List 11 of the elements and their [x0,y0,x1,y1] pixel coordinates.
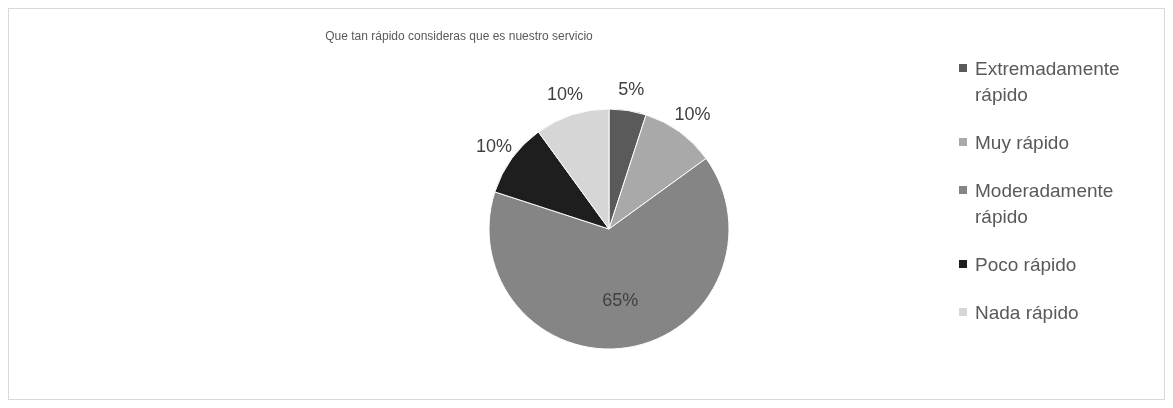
legend-label: Moderadamente rápido [975,178,1115,229]
legend-label: Poco rápido [975,252,1077,277]
chart-title: Que tan rápido consideras que es nuestro servicio [324,29,594,43]
data-label: 65% [602,290,639,311]
legend-label: Muy rápido [975,130,1069,155]
data-label: 10% [547,83,584,104]
legend-label: Extremadamente rápido [975,56,1121,107]
data-label: 10% [476,135,513,156]
data-label: 10% [674,104,711,125]
data-label: 5% [618,78,645,99]
legend-label: Nada rápido [975,300,1079,325]
